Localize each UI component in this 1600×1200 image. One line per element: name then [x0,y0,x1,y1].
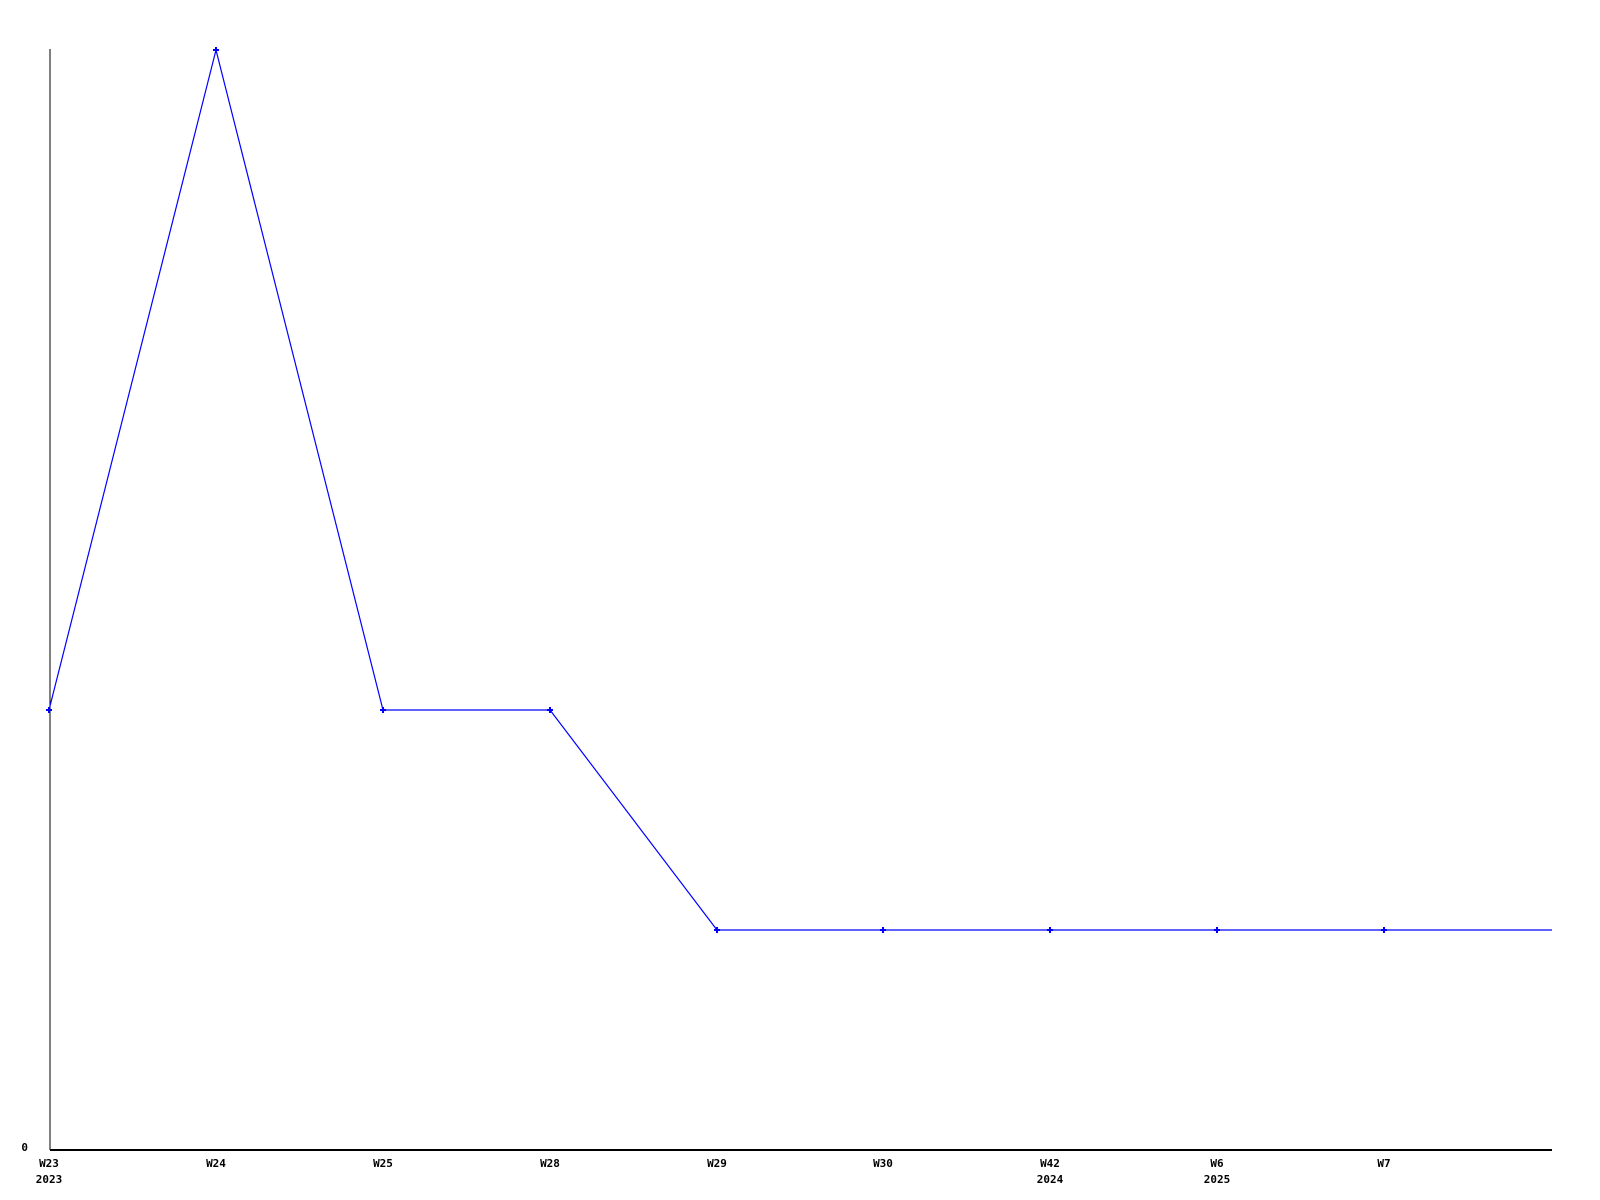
data-series-line [48,49,1552,931]
x-tick-label-w6: W6 2025 [1172,1156,1262,1188]
data-point-marker [1381,927,1387,933]
data-point-marker [380,707,386,713]
x-tick-label-w23: W23 2023 [4,1156,94,1188]
x-tick-label-w7: W7 [1339,1156,1429,1172]
data-point-marker [213,47,219,53]
data-point-marker [1214,927,1220,933]
data-point-marker [1047,927,1053,933]
year-label: 2025 [1203,1173,1231,1186]
data-point-marker [880,927,886,933]
year-label: 2024 [1036,1173,1064,1186]
data-point-marker [714,927,720,933]
week-label: W24 [206,1157,226,1170]
week-label: W23 [39,1157,59,1170]
x-tick-label-w29: W29 [672,1156,762,1172]
week-label: W30 [873,1157,893,1170]
week-label: W29 [707,1157,727,1170]
x-tick-label-w24: W24 [171,1156,261,1172]
data-point-marker [547,707,553,713]
y-axis-zero-label: 0 [21,1141,28,1154]
x-tick-label-w25: W25 [338,1156,428,1172]
x-tick-label-w42: W42 2024 [1005,1156,1095,1188]
week-label: W42 [1040,1157,1060,1170]
x-tick-label-w28: W28 [505,1156,595,1172]
data-point-marker [46,707,52,713]
week-label: W6 [1210,1157,1224,1170]
week-label: W25 [373,1157,393,1170]
week-label: W7 [1377,1157,1391,1170]
year-label: 2023 [35,1173,63,1186]
week-label: W28 [540,1157,560,1170]
x-tick-label-w30: W30 [838,1156,928,1172]
